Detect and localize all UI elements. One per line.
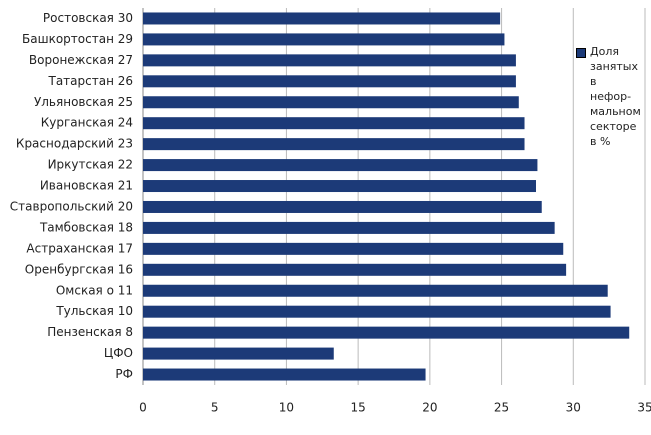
legend: Доля занятых в нефор-мальном секторе в % — [576, 44, 641, 149]
bar — [143, 75, 516, 88]
x-tick-label: 0 — [139, 401, 147, 415]
x-tick-label: 15 — [351, 401, 366, 415]
y-tick-label: ЦФО — [104, 346, 133, 360]
bar — [143, 305, 611, 318]
x-tick-label: 10 — [279, 401, 294, 415]
bar — [143, 54, 516, 67]
y-tick-label: Воронежская 27 — [29, 53, 133, 67]
y-tick-label: Ульяновская 25 — [34, 95, 133, 109]
bar — [143, 159, 538, 172]
x-tick-label: 25 — [494, 401, 509, 415]
bar — [143, 12, 501, 25]
legend-label: Доля занятых в нефор-мальном секторе в % — [590, 45, 641, 148]
y-tick-label: Иркутская 22 — [48, 158, 133, 172]
y-tick-label: Ивановская 21 — [40, 179, 133, 193]
bar — [143, 263, 567, 276]
y-tick-label: Оренбургская 16 — [25, 262, 133, 276]
y-tick-label: Тамбовская 18 — [39, 220, 133, 234]
bar — [143, 326, 630, 339]
y-tick-label: Ставропольский 20 — [10, 199, 133, 213]
y-tick-label: Омская о 11 — [56, 283, 133, 297]
y-tick-label: Ростовская 30 — [43, 11, 133, 25]
y-tick-label: Татарстан 26 — [47, 74, 133, 88]
bar — [143, 33, 505, 46]
y-tick-label: Пензенская 8 — [47, 325, 133, 339]
bar — [143, 368, 426, 381]
bar — [143, 284, 608, 297]
bar — [143, 138, 525, 151]
bar — [143, 200, 542, 213]
y-tick-label: Астраханская 17 — [26, 241, 133, 255]
y-tick-label: Краснодарский 23 — [16, 137, 133, 151]
y-tick-label: Тульская 10 — [55, 304, 133, 318]
bar — [143, 242, 564, 255]
x-tick-label: 35 — [637, 401, 651, 415]
legend-swatch — [576, 48, 586, 58]
x-tick-label: 30 — [566, 401, 581, 415]
y-tick-label: РФ — [115, 367, 133, 381]
bar — [143, 347, 334, 360]
bar — [143, 221, 555, 234]
x-tick-label: 5 — [211, 401, 219, 415]
y-tick-label: Башкортостан 29 — [22, 32, 133, 46]
y-tick-label: Курганская 24 — [41, 116, 133, 130]
bar — [143, 117, 525, 130]
bar — [143, 96, 519, 109]
x-tick-label: 20 — [422, 401, 437, 415]
bar — [143, 180, 536, 193]
